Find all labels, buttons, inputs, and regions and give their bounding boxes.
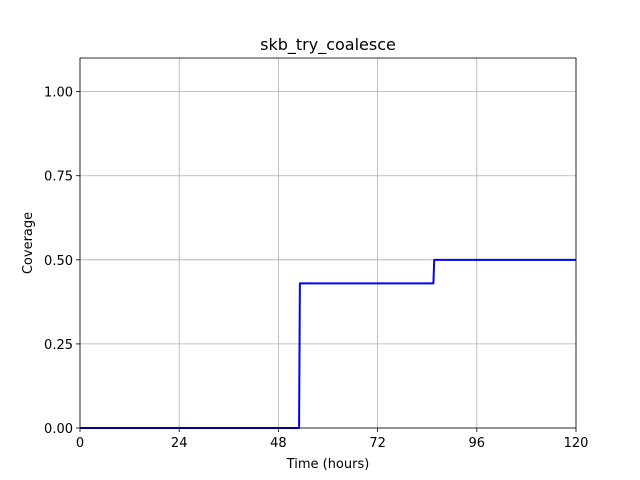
y-tick-label: 1.00 <box>44 86 73 101</box>
x-axis-label: Time (hours) <box>286 457 370 472</box>
x-tick-label: 48 <box>270 436 287 451</box>
y-tick-label: 0.25 <box>44 338 73 353</box>
x-tick-label: 72 <box>369 436 386 451</box>
plot-frame <box>79 57 577 429</box>
x-tick-label: 0 <box>76 436 84 451</box>
y-axis-label: Coverage <box>21 212 36 274</box>
chart-title: skb_try_coalesce <box>260 35 396 55</box>
x-tick-label: 96 <box>469 436 486 451</box>
x-tick-label: 24 <box>171 436 188 451</box>
grid-layer <box>79 58 577 429</box>
y-tick-label: 0.00 <box>44 422 73 437</box>
x-tick-label: 120 <box>564 436 589 451</box>
tick-layer: 0 24 48 72 96 120 0.00 0.25 0.50 0.75 1.00 <box>44 86 588 451</box>
y-tick-label: 0.75 <box>44 170 73 185</box>
y-tick-label: 0.50 <box>44 254 73 269</box>
